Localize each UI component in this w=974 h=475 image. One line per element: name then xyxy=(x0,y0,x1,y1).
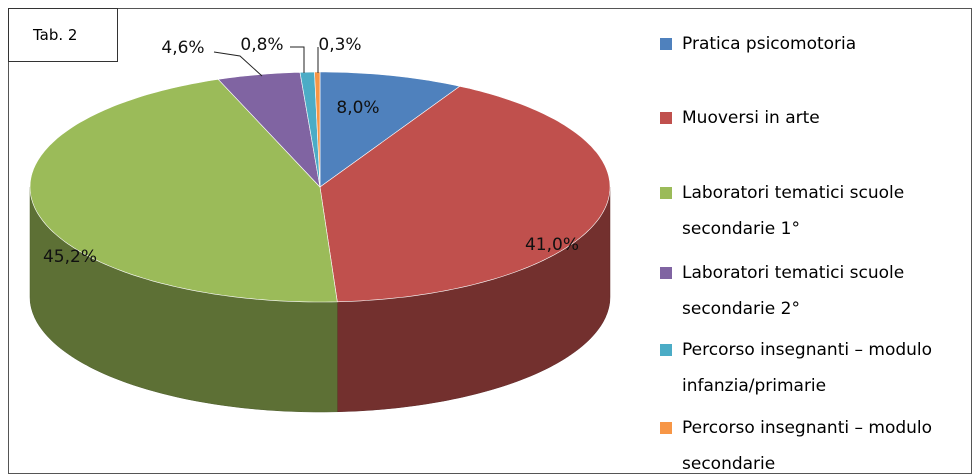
value-label: 0,8% xyxy=(240,35,283,55)
leader-line xyxy=(290,46,305,73)
slice xyxy=(314,71,321,188)
leader-line xyxy=(213,51,263,77)
slice xyxy=(319,71,461,188)
legend-label: Muoversi in arte xyxy=(682,108,820,128)
table-tag: Tab. 2 xyxy=(8,8,118,62)
slice xyxy=(319,85,611,303)
legend-item: Pratica psicomotoria xyxy=(660,26,960,62)
legend-item: Percorso insegnanti – modulo infanzia/pr… xyxy=(660,332,960,404)
value-label: 41,0% xyxy=(525,235,579,255)
slice xyxy=(29,78,338,303)
legend-label: Percorso insegnanti – modulo infanzia/pr… xyxy=(682,340,933,396)
legend-label: Pratica psicomotoria xyxy=(682,34,857,54)
legend-item: Laboratori tematici scuole secondarie 1° xyxy=(660,175,960,247)
legend-item: Percorso insegnanti – modulo secondarie xyxy=(660,410,960,475)
legend-label: Laboratori tematici scuole secondarie 2° xyxy=(682,263,905,319)
legend-item: Laboratori tematici scuole secondarie 2° xyxy=(660,255,960,327)
value-label: 45,2% xyxy=(43,247,97,267)
legend-item: Muoversi in arte xyxy=(660,100,960,136)
legend-swatch xyxy=(660,267,672,279)
legend-swatch xyxy=(660,422,672,434)
legend-swatch xyxy=(660,344,672,356)
legend-swatch xyxy=(660,187,672,199)
legend-label: Percorso insegnanti – modulo secondarie xyxy=(682,418,933,474)
value-label: 4,6% xyxy=(161,38,204,58)
legend-label: Laboratori tematici scuole secondarie 1° xyxy=(682,183,905,239)
slice xyxy=(217,71,321,188)
legend-swatch xyxy=(660,38,672,50)
value-label: 8,0% xyxy=(336,98,379,118)
chart-frame xyxy=(8,8,972,474)
value-label: 0,3% xyxy=(318,35,361,55)
legend-swatch xyxy=(660,112,672,124)
